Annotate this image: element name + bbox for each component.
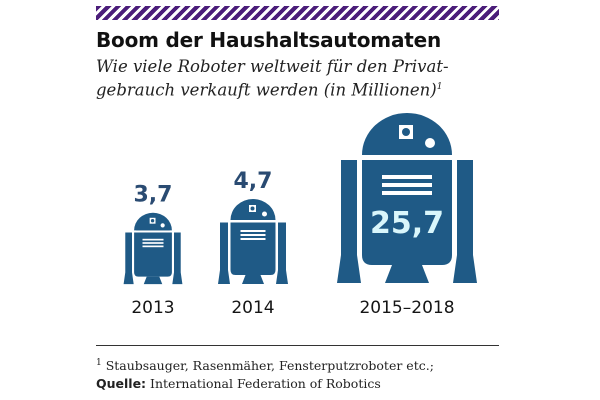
robot-vent-line [142,238,164,241]
robot-right-leg [453,160,477,283]
robot-vent-line [240,234,266,236]
robot-vent-line [142,242,164,244]
chart-title: Boom der Haushaltsautomaten [96,28,442,52]
value-label: 4,7 [234,169,273,194]
robot-eye [402,128,410,136]
robot-left-leg [218,222,230,284]
robot-vent-line [240,230,266,232]
robot-center-foot [242,275,264,284]
subtitle-line-1: Wie viele Roboter weltweit für den Priva… [96,57,449,76]
robot-chart: 3,7 2013 4,7 2014 25,7 2015–2018 [123,113,477,318]
chart-subtitle: Wie viele Roboter weltweit für den Priva… [96,56,506,101]
decorative-stripe-bar [96,6,499,20]
robot-eye [150,219,155,223]
footnote-text: Staubsauger, Rasenmäher, Fensterputzrobo… [105,358,434,374]
robot-light [262,211,267,217]
robot-vent-line [142,245,164,248]
robot-icon [337,113,477,283]
robot-right-leg [276,222,288,284]
footnote-divider [96,345,499,346]
robot-light [425,138,435,148]
robot-light [160,223,165,228]
robot-center-foot [385,265,429,283]
category-label: 2013 [131,298,174,318]
robot-right-leg [172,232,183,285]
footnote-mark: 1 [436,82,443,92]
robot-vent-line [382,175,432,179]
footnote: 1 Staubsauger, Rasenmäher, Fensterputzro… [96,358,434,373]
source-text: International Federation of Robotics [150,376,381,391]
robot-center-foot [143,276,163,285]
subtitle-line-2: gebrauch verkauft werden (in Millionen)1 [96,80,443,100]
robot-left-leg [337,160,361,283]
robot-icon [123,212,183,285]
footnote-number: 1 [96,358,102,368]
robot-eye [250,206,255,211]
robot-vent-line [382,183,432,187]
source-line: Quelle: International Federation of Robo… [96,376,381,391]
source-label: Quelle: [96,376,147,391]
value-label: 3,7 [134,183,173,208]
category-label: 2014 [231,298,274,318]
robot-icon [218,199,288,284]
robot-left-leg [123,232,134,285]
robot-vent-line [240,238,266,240]
robot-vent-line [382,191,432,195]
value-label: 25,7 [370,206,444,241]
category-label: 2015–2018 [359,298,454,318]
